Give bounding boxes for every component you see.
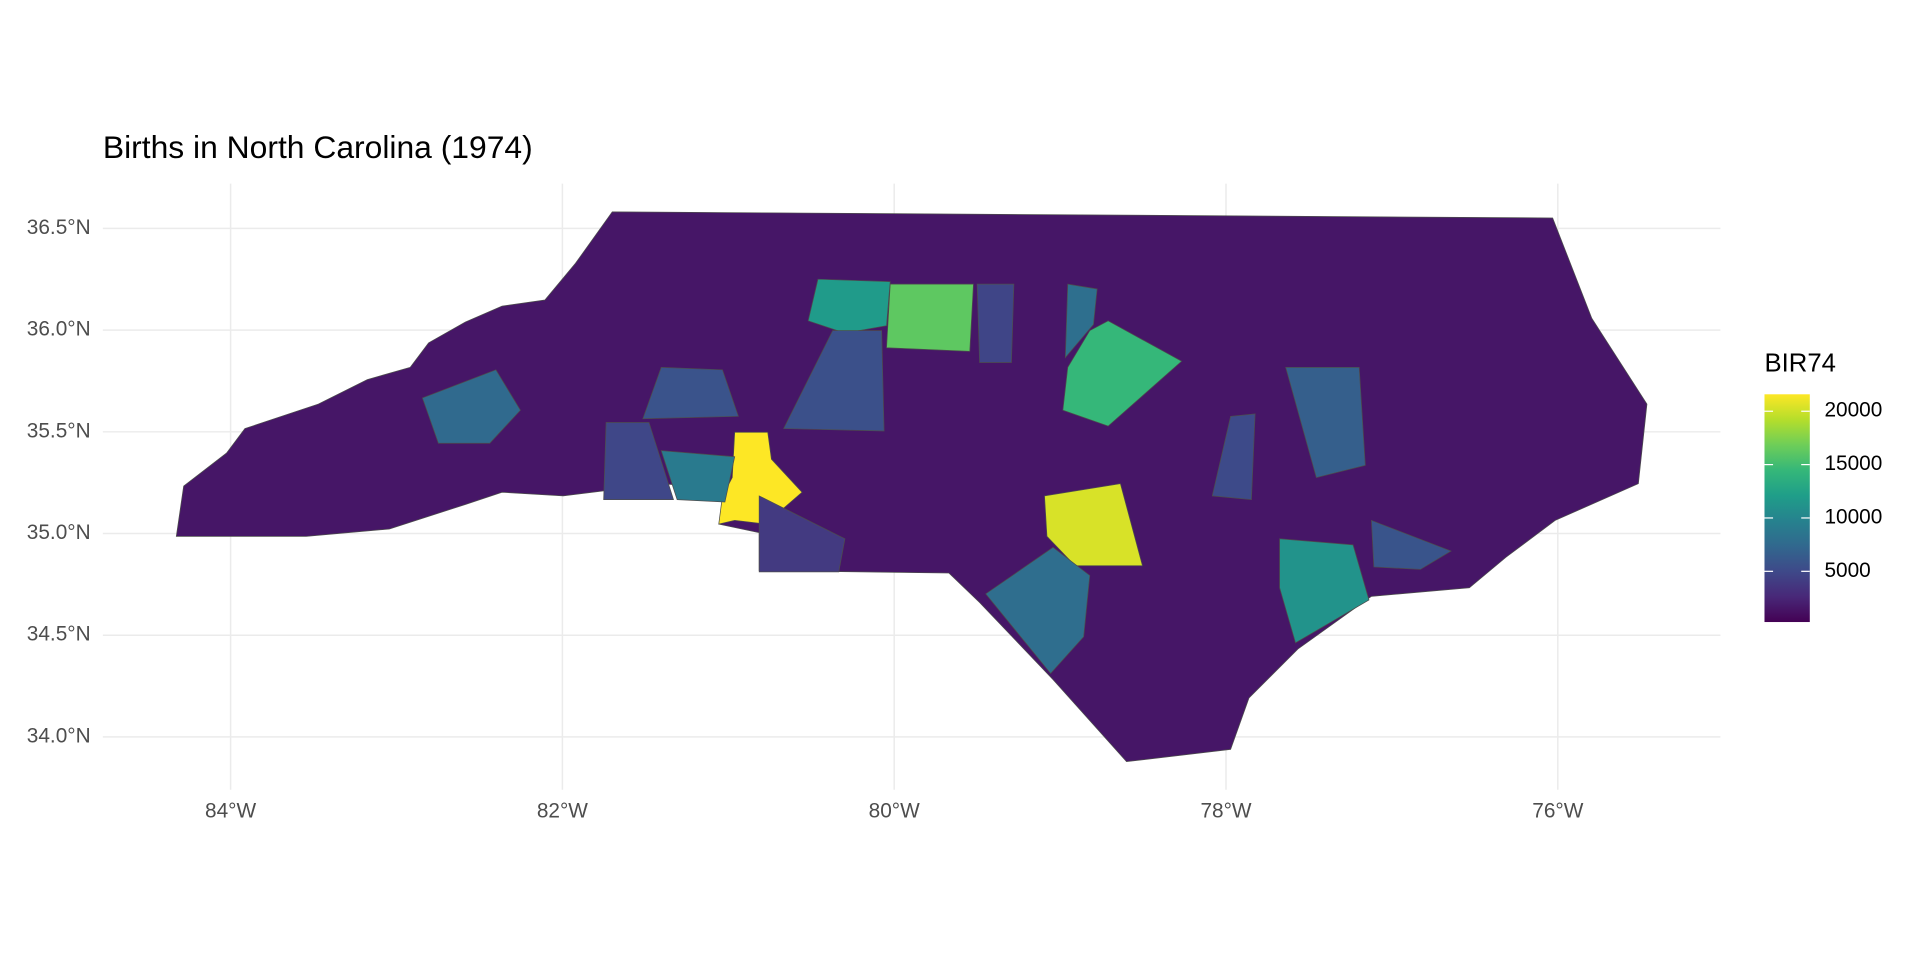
x-tick-label: 80°W (869, 799, 920, 822)
legend-label: 15000 (1824, 452, 1882, 475)
region (783, 330, 885, 432)
region (1062, 320, 1183, 427)
region (660, 450, 736, 503)
region (603, 422, 674, 500)
region (758, 495, 846, 573)
y-tick-label: 35.5°N (27, 419, 91, 442)
region (1285, 366, 1366, 478)
x-tick-label: 82°W (537, 799, 588, 822)
y-tick-label: 34.5°N (27, 623, 91, 646)
legend-title: BIR74 (1764, 350, 1835, 378)
region (1064, 283, 1098, 359)
region (886, 283, 974, 352)
region (642, 366, 739, 420)
region (1279, 538, 1370, 644)
legend-bar (1764, 394, 1810, 623)
legend-label: 10000 (1824, 505, 1882, 528)
region (1211, 413, 1256, 500)
region (976, 283, 1015, 363)
x-tick-label: 76°W (1532, 799, 1583, 822)
region (807, 278, 891, 334)
region (421, 369, 521, 444)
y-tick-label: 36.0°N (27, 318, 91, 341)
region (985, 546, 1091, 675)
legend-label: 5000 (1824, 559, 1870, 582)
y-tick-label: 34.0°N (27, 724, 91, 747)
y-tick-label: 35.0°N (27, 521, 91, 544)
x-tick-label: 78°W (1200, 799, 1251, 822)
legend-label: 20000 (1824, 399, 1882, 422)
region (1371, 519, 1452, 570)
chart-title: Births in North Carolina (1974) (103, 129, 533, 165)
region (1044, 483, 1143, 567)
y-tick-label: 36.5°N (27, 216, 91, 239)
x-tick-label: 84°W (205, 799, 256, 822)
